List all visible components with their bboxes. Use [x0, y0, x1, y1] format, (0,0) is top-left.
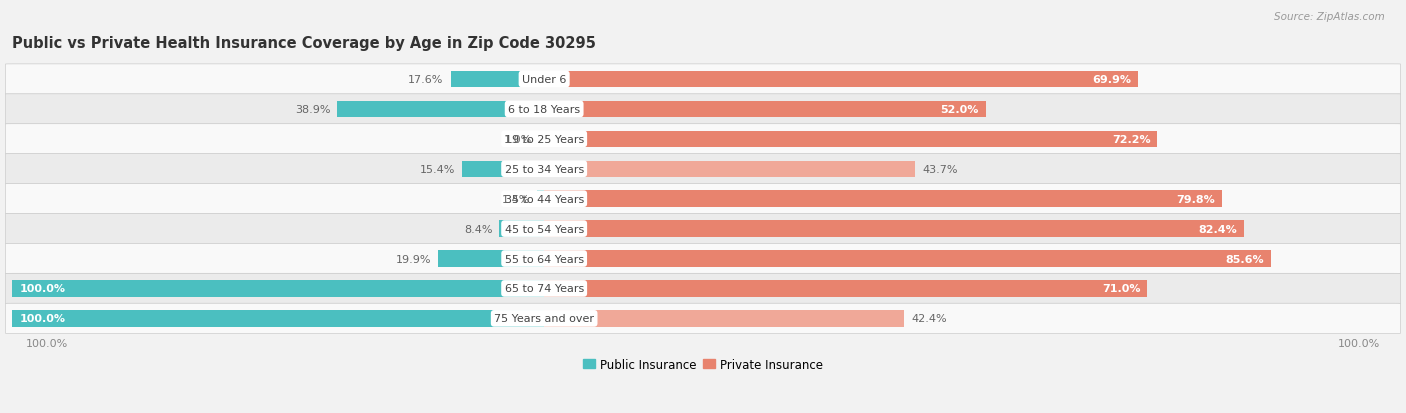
Text: 38.9%: 38.9% [295, 104, 330, 115]
Text: 43.7%: 43.7% [922, 164, 957, 174]
Bar [544, 311, 904, 327]
Text: 52.0%: 52.0% [941, 104, 979, 115]
Legend: Public Insurance, Private Insurance: Public Insurance, Private Insurance [578, 353, 828, 376]
Text: 15.4%: 15.4% [420, 164, 456, 174]
FancyBboxPatch shape [6, 124, 1400, 154]
Bar [13, 280, 544, 297]
Bar [544, 251, 1271, 267]
Text: 1.4%: 1.4% [502, 194, 530, 204]
Bar [439, 251, 544, 267]
Bar [544, 280, 1147, 297]
Text: 6 to 18 Years: 6 to 18 Years [508, 104, 581, 115]
Bar [13, 311, 544, 327]
FancyBboxPatch shape [6, 95, 1400, 125]
Bar [544, 191, 1222, 207]
Bar [544, 71, 1137, 88]
Text: 79.8%: 79.8% [1177, 194, 1215, 204]
Text: 75 Years and over: 75 Years and over [494, 313, 595, 323]
Text: Source: ZipAtlas.com: Source: ZipAtlas.com [1274, 12, 1385, 22]
Bar [337, 102, 544, 118]
Text: 25 to 34 Years: 25 to 34 Years [505, 164, 583, 174]
Text: Under 6: Under 6 [522, 75, 567, 85]
Text: 45 to 54 Years: 45 to 54 Years [505, 224, 583, 234]
Text: 1.0%: 1.0% [503, 135, 531, 145]
Text: 69.9%: 69.9% [1092, 75, 1130, 85]
FancyBboxPatch shape [6, 184, 1400, 214]
Text: 8.4%: 8.4% [464, 224, 492, 234]
Text: 100.0%: 100.0% [20, 313, 65, 323]
Bar [450, 71, 544, 88]
Text: 55 to 64 Years: 55 to 64 Years [505, 254, 583, 264]
FancyBboxPatch shape [6, 154, 1400, 185]
Text: 100.0%: 100.0% [1337, 338, 1379, 348]
Text: 72.2%: 72.2% [1112, 135, 1150, 145]
FancyBboxPatch shape [6, 304, 1400, 334]
Bar [538, 131, 544, 148]
Text: 100.0%: 100.0% [27, 338, 69, 348]
Bar [499, 221, 544, 237]
Text: 19 to 25 Years: 19 to 25 Years [505, 135, 583, 145]
FancyBboxPatch shape [6, 214, 1400, 244]
Text: 71.0%: 71.0% [1102, 284, 1140, 294]
Bar [537, 191, 544, 207]
Bar [544, 221, 1244, 237]
Text: 85.6%: 85.6% [1226, 254, 1264, 264]
Text: 100.0%: 100.0% [20, 284, 65, 294]
Text: Public vs Private Health Insurance Coverage by Age in Zip Code 30295: Public vs Private Health Insurance Cover… [13, 36, 596, 51]
Bar [544, 161, 915, 178]
Bar [463, 161, 544, 178]
Text: 82.4%: 82.4% [1198, 224, 1237, 234]
FancyBboxPatch shape [6, 244, 1400, 274]
FancyBboxPatch shape [6, 65, 1400, 95]
Text: 35 to 44 Years: 35 to 44 Years [505, 194, 583, 204]
FancyBboxPatch shape [6, 274, 1400, 304]
Text: 17.6%: 17.6% [408, 75, 444, 85]
Text: 42.4%: 42.4% [911, 313, 946, 323]
Bar [544, 102, 986, 118]
Text: 65 to 74 Years: 65 to 74 Years [505, 284, 583, 294]
Bar [544, 131, 1157, 148]
Text: 19.9%: 19.9% [396, 254, 432, 264]
